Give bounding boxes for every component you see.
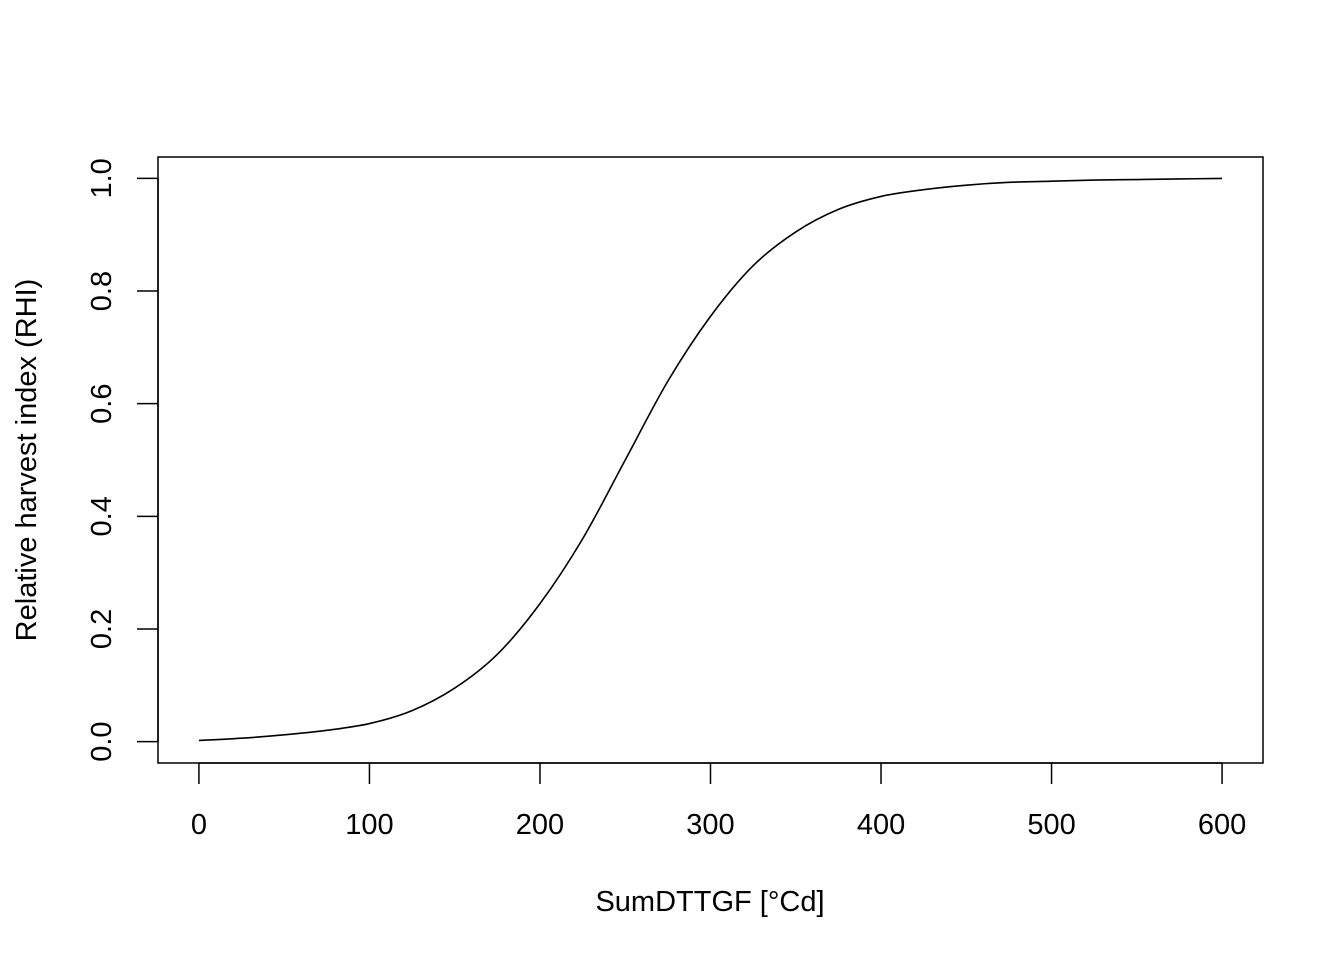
- y-tick-label: 0.2: [86, 609, 118, 649]
- x-tick-label: 600: [1198, 809, 1246, 841]
- y-tick-label: 0.6: [86, 384, 118, 424]
- x-tick-label: 300: [686, 809, 734, 841]
- y-tick-label: 0.4: [86, 496, 118, 536]
- x-tick-label: 200: [516, 809, 564, 841]
- x-tick-label: 100: [345, 809, 393, 841]
- x-axis: 0 100 200 300 400 500 600: [191, 762, 1246, 841]
- x-tick-label: 0: [191, 809, 207, 841]
- y-tick-label: 1.0: [86, 158, 118, 198]
- plot-frame: [157, 156, 1264, 764]
- series-line: [198, 177, 1223, 742]
- x-tick-label: 500: [1027, 809, 1075, 841]
- y-axis-title: Relative harvest index (RHI): [11, 279, 43, 642]
- y-tick-label: 0.8: [86, 271, 118, 311]
- y-tick-label: 0.0: [86, 721, 118, 761]
- x-tick-label: 400: [857, 809, 905, 841]
- y-axis: 0.0 0.2 0.4 0.6 0.8 1.0: [86, 158, 159, 762]
- x-axis-title: SumDTTGF [°Cd]: [595, 886, 824, 918]
